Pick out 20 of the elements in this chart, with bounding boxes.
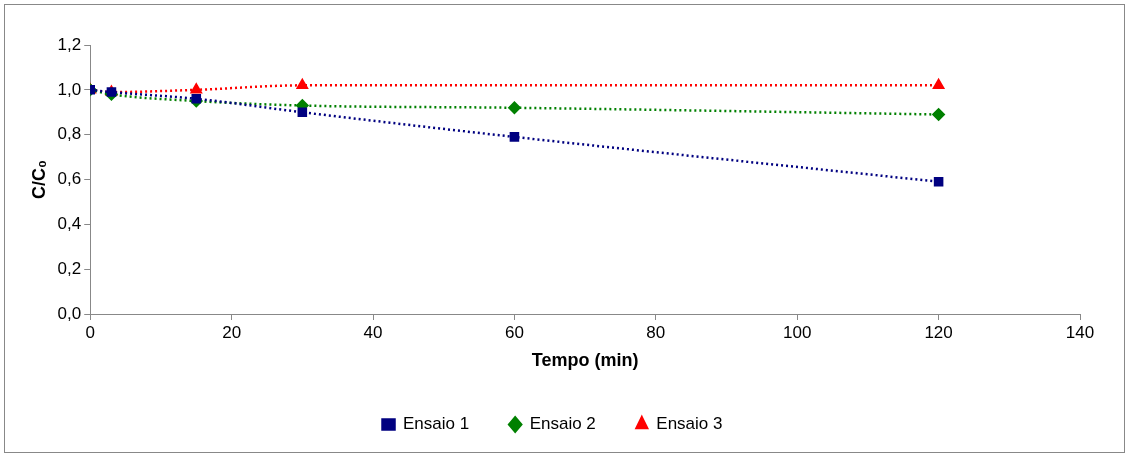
y-tick-label: 0,2: [57, 258, 82, 278]
x-tick-label: 60: [504, 322, 524, 342]
x-axis-title: Tempo (min): [531, 350, 639, 371]
x-tick-label: 20: [222, 322, 242, 342]
y-tick-label: 0,4: [57, 214, 82, 234]
x-tick-label: 140: [1065, 322, 1095, 342]
y-axis-title: C/C₀: [28, 159, 49, 200]
y-tick-label: 0,0: [57, 303, 82, 323]
x-tick-label: 120: [924, 322, 953, 342]
x-tick-label: 40: [363, 322, 383, 342]
x-tick-label: 0: [85, 322, 95, 342]
legend-label: Ensaio 1: [403, 414, 470, 434]
x-tick-label: 100: [783, 322, 812, 342]
legend-label: Ensaio 3: [656, 414, 723, 434]
x-tick-label: 80: [646, 322, 666, 342]
legend-label: Ensaio 2: [529, 414, 596, 434]
y-tick-label: 1,2: [57, 34, 82, 54]
y-tick-label: 0,6: [57, 169, 82, 189]
y-tick-label: 1,0: [57, 79, 82, 99]
y-tick-label: 0,8: [57, 124, 82, 144]
